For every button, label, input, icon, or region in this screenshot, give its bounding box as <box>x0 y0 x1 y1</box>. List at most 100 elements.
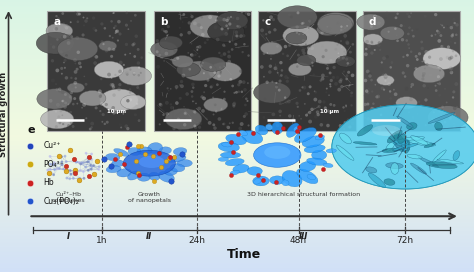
Point <box>64 168 71 173</box>
Point <box>191 52 199 57</box>
Circle shape <box>176 63 201 76</box>
Point <box>64 102 72 106</box>
Point <box>371 48 379 52</box>
Point <box>50 172 57 177</box>
Point <box>220 122 228 126</box>
Point <box>238 89 246 94</box>
Point <box>441 120 449 124</box>
Point <box>133 102 141 106</box>
Point <box>63 76 70 80</box>
Point <box>311 89 319 94</box>
Point <box>63 159 70 164</box>
Point <box>401 74 409 79</box>
Point <box>66 177 73 181</box>
Point <box>216 117 223 121</box>
Point <box>301 85 308 90</box>
Point <box>415 125 423 129</box>
Point <box>111 73 119 77</box>
Circle shape <box>317 14 352 35</box>
Point <box>447 55 455 60</box>
Point <box>47 99 55 103</box>
Point <box>62 164 69 169</box>
Point <box>258 65 265 69</box>
Point <box>402 126 410 131</box>
Point <box>383 55 391 59</box>
Point <box>100 157 108 161</box>
Point <box>85 174 93 178</box>
Point <box>302 39 310 44</box>
Point <box>123 11 130 15</box>
Point <box>386 89 394 94</box>
Point <box>413 57 421 62</box>
Point <box>51 160 58 165</box>
Ellipse shape <box>398 134 406 143</box>
Point <box>294 11 302 15</box>
Point <box>82 165 90 169</box>
Ellipse shape <box>170 164 185 172</box>
Point <box>123 42 130 47</box>
Point <box>340 69 348 74</box>
Point <box>291 120 299 125</box>
Point <box>343 77 351 81</box>
Point <box>347 94 355 98</box>
Point <box>124 102 131 106</box>
Point <box>110 11 118 15</box>
Ellipse shape <box>159 147 172 154</box>
Point <box>125 27 132 31</box>
Point <box>309 64 316 68</box>
Ellipse shape <box>239 130 247 136</box>
Point <box>136 87 143 91</box>
Point <box>178 152 186 156</box>
Ellipse shape <box>254 178 261 184</box>
Point <box>232 42 240 47</box>
Point <box>66 90 74 94</box>
Point <box>340 105 347 110</box>
Point <box>422 123 429 127</box>
Point <box>129 43 137 47</box>
Point <box>196 125 203 129</box>
Ellipse shape <box>315 135 325 140</box>
Point <box>341 109 348 113</box>
Point <box>218 106 226 110</box>
Ellipse shape <box>410 163 427 174</box>
Point <box>412 66 420 70</box>
Point <box>191 124 199 128</box>
Point <box>81 74 88 79</box>
Point <box>60 21 68 26</box>
Point <box>400 55 407 59</box>
Ellipse shape <box>128 171 140 180</box>
Point <box>179 20 186 24</box>
Ellipse shape <box>432 150 446 163</box>
Point <box>312 115 319 119</box>
Point <box>103 110 110 114</box>
Point <box>366 108 374 113</box>
Point <box>368 89 376 94</box>
Point <box>434 43 442 47</box>
Point <box>392 92 400 97</box>
Point <box>238 122 246 126</box>
Point <box>224 125 231 129</box>
Point <box>245 53 252 58</box>
Point <box>82 82 90 86</box>
Point <box>362 102 369 107</box>
Point <box>266 64 274 68</box>
Ellipse shape <box>402 143 408 150</box>
Point <box>409 28 416 33</box>
Point <box>46 171 53 175</box>
Point <box>237 126 244 131</box>
Point <box>282 44 289 49</box>
Circle shape <box>377 75 394 85</box>
Point <box>237 80 244 84</box>
Ellipse shape <box>399 137 424 142</box>
Point <box>44 168 52 172</box>
Point <box>273 44 281 49</box>
Point <box>227 15 235 19</box>
Point <box>93 54 100 59</box>
Point <box>337 28 345 32</box>
Point <box>194 45 201 49</box>
Point <box>130 71 138 75</box>
Point <box>348 91 356 95</box>
Point <box>188 53 195 57</box>
Point <box>365 117 372 121</box>
Point <box>432 88 440 93</box>
